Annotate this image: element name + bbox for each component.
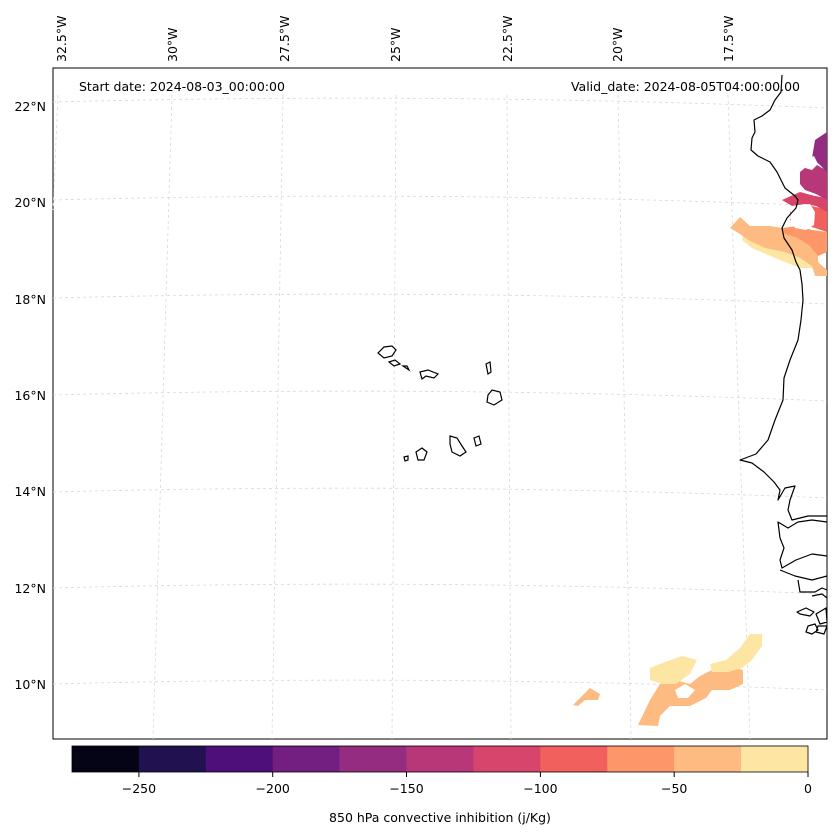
lat-label-12: 12°N — [14, 581, 46, 596]
cin-area-south-blank — [675, 684, 695, 698]
gridline-lat-18 — [52, 293, 828, 305]
gridline-lat-12 — [52, 583, 828, 595]
colorbar-tick-label: −100 — [523, 781, 557, 796]
island-sal — [485, 361, 492, 375]
guinea-bissau-coast — [796, 607, 828, 635]
lat-label-14: 14°N — [14, 484, 46, 499]
colorbar-swatch — [339, 746, 407, 772]
island-santo-antao — [377, 345, 397, 359]
lat-label-16: 16°N — [14, 388, 46, 403]
colorbar-swatch — [741, 746, 809, 772]
lon-label-32-5: 32.5°W — [54, 16, 69, 62]
island-santa-luzia — [401, 365, 411, 372]
island-maio — [473, 435, 482, 447]
gridlines — [52, 94, 828, 740]
cin-area-south-orange-2 — [638, 666, 743, 726]
island-brava — [403, 455, 409, 462]
africa-coastline — [739, 74, 827, 521]
coastline — [739, 74, 828, 635]
colorbar-swatches — [72, 746, 809, 772]
lon-label-25: 25°W — [388, 27, 403, 62]
colorbar-label: 850 hPa convective inhibition (j/Kg) — [329, 810, 551, 825]
colorbar-outline — [71, 745, 809, 773]
gridline-lon-22-5 — [506, 94, 512, 740]
gridline-lat-10 — [52, 679, 828, 691]
cin-area-magenta — [800, 162, 827, 200]
island-fogo — [415, 447, 428, 461]
island-santiago — [449, 435, 467, 457]
lon-label-17-5: 17.5°W — [721, 16, 736, 62]
colorbar-swatch — [205, 746, 274, 772]
colorbar-swatch — [272, 746, 340, 772]
lat-label-10: 10°N — [14, 677, 46, 692]
gridline-lon-32-5 — [52, 94, 59, 211]
colorbar-swatch — [607, 746, 675, 772]
colorbar-swatch — [674, 746, 742, 772]
cin-area-pink-red — [782, 192, 827, 212]
map-frame — [52, 67, 828, 740]
gridline-lat-22 — [52, 97, 828, 109]
start-date-label: Start date: 2024-08-03_00:00:00 — [79, 79, 285, 94]
gridline-lon-25 — [391, 94, 397, 740]
colorbar-swatch — [473, 746, 541, 772]
colorbar-swatch — [406, 746, 474, 772]
cin-area-light-orange — [730, 217, 827, 276]
cin-area-south-orange — [573, 688, 600, 706]
lon-label-20: 20°W — [610, 27, 625, 62]
gridline-lon-17-5 — [727, 94, 751, 740]
colorbar-swatch — [72, 746, 140, 772]
cin-area-purple — [812, 132, 827, 172]
colorbar-tick-label: −50 — [661, 781, 687, 796]
gridline-lat-20 — [52, 195, 828, 207]
lon-label-30: 30°W — [165, 27, 180, 62]
cin-area-blank-upper — [804, 156, 818, 170]
colorbar-swatch — [138, 746, 207, 772]
colorbar-swatch — [540, 746, 608, 772]
gridline-lon-27-5 — [271, 94, 284, 740]
valid-date-label: Valid_date: 2024-08-05T04:00:00.00 — [571, 79, 800, 94]
gridline-lon-20 — [617, 94, 632, 740]
cin-area-south-yellow — [650, 656, 697, 684]
island-sao-nicolau — [419, 369, 440, 381]
latitude-labels: 22°N 20°N 18°N 16°N 14°N 12°N 10°N — [14, 99, 46, 692]
gridline-lat-16 — [52, 390, 828, 402]
cin-area-south-yellow-2 — [710, 634, 762, 672]
cin-field — [573, 132, 827, 726]
colorbar-tick-label: −250 — [122, 781, 156, 796]
colorbar-ticks: −250 −200 −150 −100 −50 0 — [122, 772, 812, 796]
lat-label-18: 18°N — [14, 292, 46, 307]
colorbar-tick-label: −200 — [256, 781, 290, 796]
cin-area-blank — [790, 204, 815, 230]
lon-label-27-5: 27.5°W — [277, 16, 292, 62]
lon-label-22-5: 22.5°W — [500, 16, 515, 62]
colorbar: −250 −200 −150 −100 −50 0 850 hPa convec… — [71, 745, 812, 825]
colorbar-tick-label: 0 — [804, 781, 812, 796]
gridline-lat-14 — [52, 487, 828, 499]
lat-label-20: 20°N — [14, 195, 46, 210]
cape-verde-islands — [377, 345, 503, 462]
island-sao-vicente — [387, 359, 402, 367]
colorbar-tick-label: −150 — [389, 781, 423, 796]
island-boa-vista — [486, 389, 503, 406]
gridline-lon-30 — [152, 94, 173, 740]
longitude-labels: 32.5°W 30°W 27.5°W 25°W 22.5°W 20°W 17.5… — [54, 16, 736, 62]
senegal-gambia-coast — [777, 519, 828, 599]
cin-area-orange — [782, 226, 827, 256]
lat-label-22: 22°N — [14, 99, 46, 114]
